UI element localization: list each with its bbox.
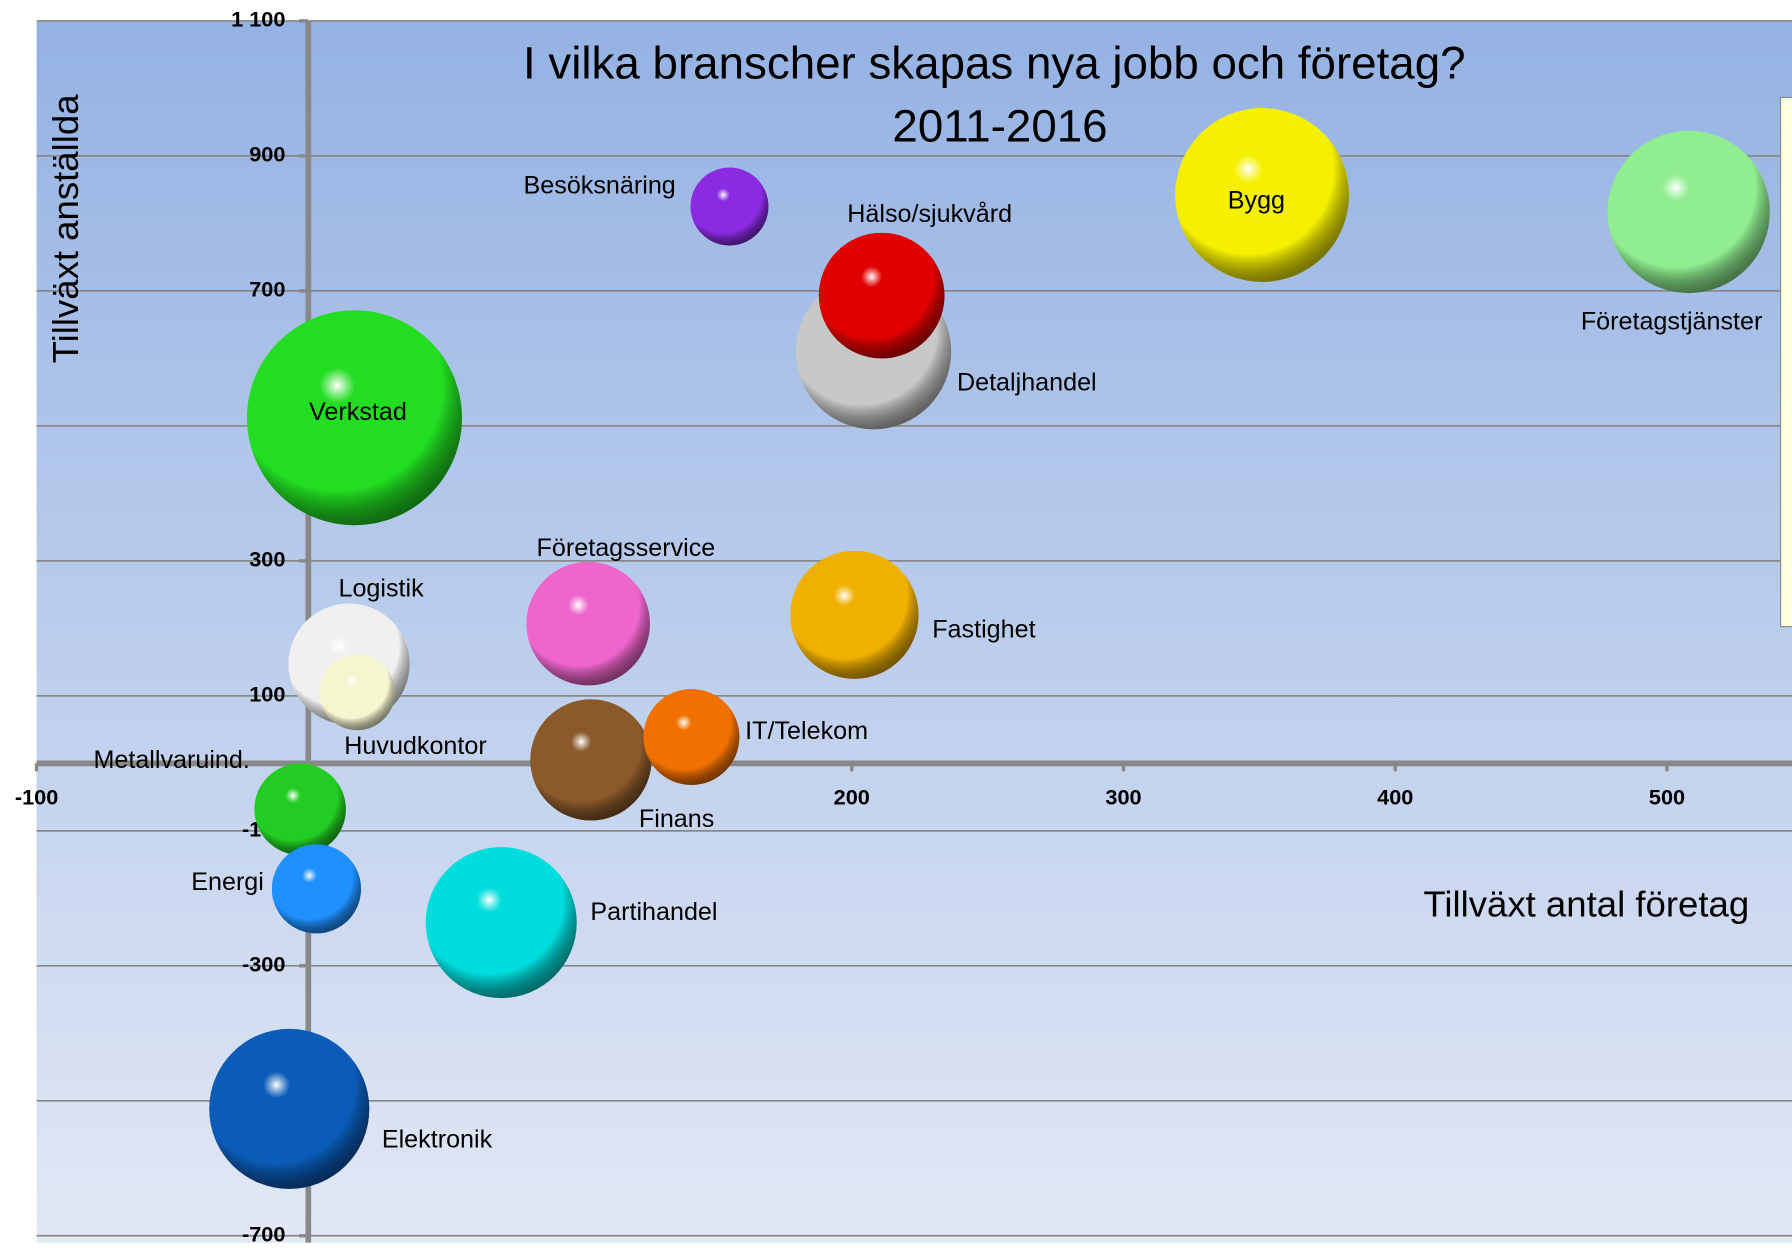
bubble-label: Fastighet [932,615,1035,643]
bubble [247,310,462,526]
y-axis-label: Tillväxt anställda [45,94,86,364]
y-tick-label: 900 [249,142,285,167]
bubble [254,763,346,855]
bubble-label: Bygg [1228,187,1285,215]
y-tick-label: -700 [242,1222,285,1243]
bubble-label: IT/Telekom [745,717,868,745]
x-tick-label: 300 [1105,785,1141,810]
x-tick-label: -100 [15,785,58,810]
bubble-label: Detaljhandel [957,368,1097,396]
bubble-label: Besöksnäring [524,172,676,200]
bubble [643,689,740,785]
y-tick-label: 100 [249,682,285,707]
bubble-label: Finans [639,805,714,833]
legend-box [1780,96,1792,628]
x-tick-label: 200 [834,785,870,810]
y-tick-label: 700 [249,277,285,302]
bubble [319,654,395,731]
x-tick-label: 500 [1649,785,1685,810]
bubble-label: Verkstad [309,398,407,426]
chart-title: I vilka branscher skapas nya jobb och fö… [523,38,1466,89]
bubble [690,167,769,246]
bubble-label: Partihandel [590,898,717,926]
y-tick-label: -300 [242,952,285,977]
bubble-label: Energi [191,868,264,896]
bubble [790,550,919,679]
bubble [526,561,650,686]
bubble-label: Elektronik [382,1126,493,1154]
bubble-label: Huvudkontor [344,732,486,760]
bubble-label: Företagsservice [537,534,716,562]
bubble-label: Hälso/sjukvård [847,200,1012,228]
bubble [271,844,362,934]
y-tick-label: 300 [249,547,285,572]
bubble [425,847,577,999]
bubble [818,232,945,359]
bubble [1175,108,1349,282]
x-axis-label: Tillväxt antal företag [1423,883,1749,924]
bubble-label: Logistik [338,574,424,602]
bubble-label: Metallvaruind. [93,746,249,774]
bubble [530,699,652,821]
y-tick-label: 1 100 [231,7,285,32]
bubble-label: Företagstjänster [1581,307,1763,335]
x-tick-label: 400 [1377,785,1413,810]
chart-subtitle: 2011-2016 [892,101,1107,152]
bubble [1607,130,1770,294]
bubble [209,1028,370,1189]
